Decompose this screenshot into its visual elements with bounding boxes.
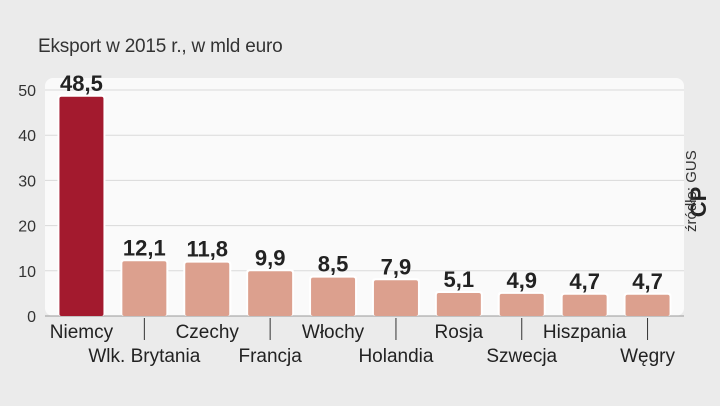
category-label: Rosja [435,322,484,343]
category-label: Wlk. Brytania [88,346,200,367]
value-label: 5,1 [444,267,475,292]
source-note: źródło: GUS [683,150,700,232]
value-label: 48,5 [60,71,103,96]
category-label: Holandia [358,346,433,367]
value-label: 4,7 [632,269,663,294]
bar [185,262,230,316]
y-tick-label: 20 [18,219,36,236]
category-label: Niemcy [50,322,114,343]
y-tick-label: 40 [18,128,36,145]
category-label: Szwecja [486,346,557,367]
value-label: 4,7 [569,269,600,294]
bar [436,292,481,316]
value-label: 12,1 [123,235,166,260]
bar [625,294,670,316]
value-label: 4,9 [506,268,537,293]
category-label: Francja [238,346,302,367]
category-label: Włochy [302,322,365,343]
y-tick-label: 50 [18,83,36,100]
plot-panel [45,78,684,316]
value-label: 7,9 [381,254,412,279]
bar [311,277,356,316]
bar [373,280,418,316]
bar [59,96,104,316]
category-label: Czechy [176,322,240,343]
category-label: Węgry [620,346,675,367]
y-tick-label: 0 [27,309,36,326]
y-tick-label: 30 [18,173,36,190]
bar [562,294,607,316]
bar [122,261,167,316]
value-label: 8,5 [318,252,349,277]
value-label: 9,9 [255,245,286,270]
category-label: Hiszpania [543,322,627,343]
bar [499,293,544,316]
y-tick-label: 10 [18,264,36,281]
chart-title: Eksport w 2015 r., w mld euro [38,36,283,57]
bar [248,271,293,316]
value-label: 11,8 [186,237,228,262]
